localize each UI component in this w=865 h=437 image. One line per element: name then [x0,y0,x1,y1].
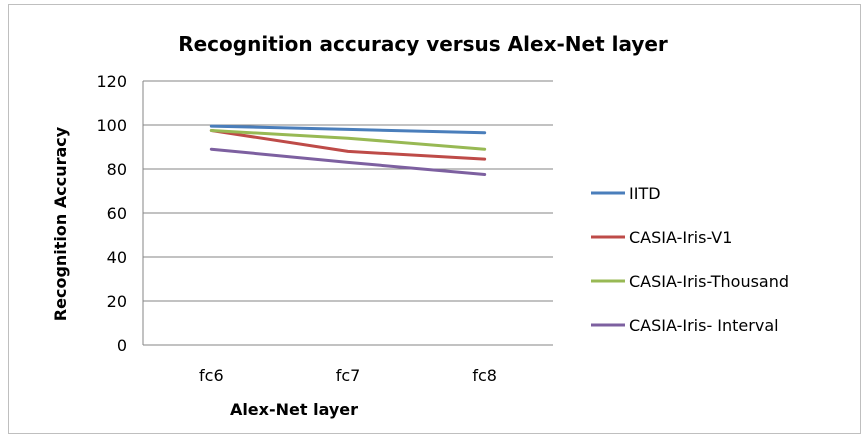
line-chart: Recognition accuracy versus Alex-Net lay… [51,32,789,419]
series-lines [209,124,487,176]
legend-label-2: CASIA-Iris-Thousand [629,272,789,291]
chart-frame: Recognition accuracy versus Alex-Net lay… [8,4,861,434]
axes: 0 20 40 60 80 100 120 fc6 fc7 fc8 [96,72,553,385]
y-axis-title: Recognition Accuracy [51,126,70,321]
y-tick-label-0: 0 [117,336,127,355]
y-tick-label-80: 80 [107,160,127,179]
x-axis-title: Alex-Net layer [230,400,358,419]
x-tick-label-fc6: fc6 [199,366,224,385]
series-line-casia-iris-v1 [209,129,487,161]
chart-title: Recognition accuracy versus Alex-Net lay… [178,32,668,56]
gridlines [143,80,553,302]
legend-label-3: CASIA-Iris- Interval [629,316,779,335]
y-tick-label-20: 20 [107,292,127,311]
legend-label-1: CASIA-Iris-V1 [629,228,732,247]
y-tick-label-100: 100 [96,116,127,135]
y-tick-label-60: 60 [107,204,127,223]
series-line-casia-iris-thousand [209,129,487,151]
series-line-casia-iris-interval [209,147,487,176]
x-tick-label-fc7: fc7 [336,366,361,385]
legend: IITD CASIA-Iris-V1 CASIA-Iris-Thousand CASI… [591,184,789,335]
legend-label-0: IITD [629,184,661,203]
y-tick-label-40: 40 [107,248,127,267]
x-tick-label-fc8: fc8 [472,366,497,385]
y-tick-label-120: 120 [96,72,127,91]
series-line-iitd [209,124,487,135]
